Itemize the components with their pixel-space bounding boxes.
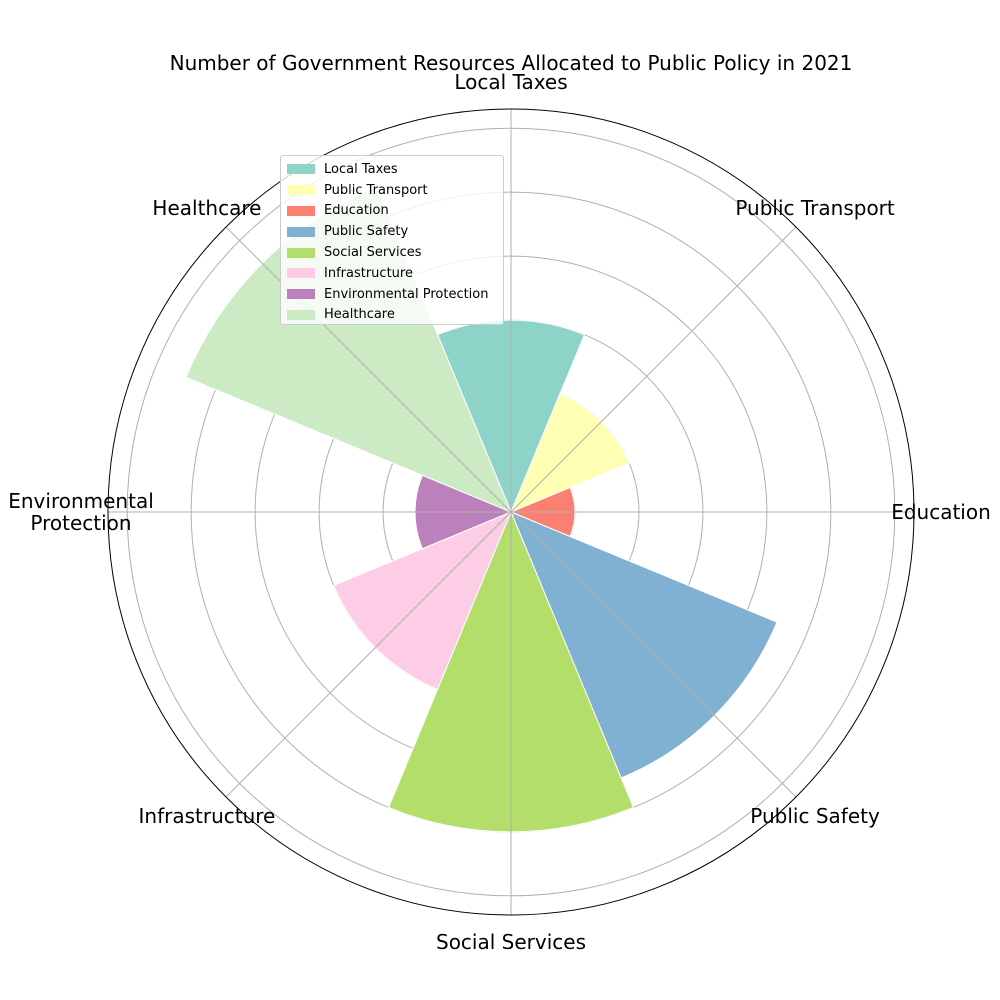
chart-title: Number of Government Resources Allocated… xyxy=(170,51,853,75)
legend-swatch xyxy=(287,205,315,216)
spoke-6 xyxy=(225,511,512,798)
legend-label: Healthcare xyxy=(324,307,395,323)
legend-swatch xyxy=(287,226,315,237)
tick-label-infrastructure: Infrastructure xyxy=(139,804,276,828)
tick-label-public-safety: Public Safety xyxy=(750,804,880,828)
legend-label: Social Services xyxy=(324,245,422,261)
tick-label-local-taxes: Local Taxes xyxy=(454,70,567,94)
legend-swatch xyxy=(287,268,315,279)
outer-frame xyxy=(107,108,915,916)
legend-swatch xyxy=(287,309,315,320)
legend-swatch xyxy=(287,247,315,258)
legend-label: Public Safety xyxy=(324,224,409,240)
legend: Local Taxes Public Transport Education Publ… xyxy=(280,155,504,325)
tick-label-environmental-protection: Environmental Protection xyxy=(8,489,154,535)
legend-item: Public Transport xyxy=(287,180,497,201)
tick-label-social-services: Social Services xyxy=(436,930,586,954)
legend-label: Public Transport xyxy=(324,182,428,198)
legend-item: Infrastructure xyxy=(287,263,497,284)
tick-label-healthcare: Healthcare xyxy=(152,196,261,220)
legend-label: Infrastructure xyxy=(324,265,413,281)
legend-swatch xyxy=(287,164,315,175)
legend-swatch xyxy=(287,185,315,196)
spoke-group xyxy=(108,109,914,915)
spoke-4 xyxy=(510,511,797,798)
legend-label: Education xyxy=(324,203,389,219)
tick-label-public-transport: Public Transport xyxy=(735,196,895,220)
spoke-8 xyxy=(225,226,512,513)
legend-item: Education xyxy=(287,201,497,222)
legend-label: Local Taxes xyxy=(324,161,398,177)
category-labels: Local Taxes Public Transport Education Publ… xyxy=(8,70,991,954)
legend-item: Social Services xyxy=(287,242,497,263)
legend-item: Healthcare xyxy=(287,305,497,326)
legend-swatch xyxy=(287,289,315,300)
legend-item: Public Safety xyxy=(287,221,497,242)
tick-label-education: Education xyxy=(891,500,991,524)
legend-item: Environmental Protection xyxy=(287,284,497,305)
legend-label: Environmental Protection xyxy=(324,286,489,302)
legend-item: Local Taxes xyxy=(287,159,497,180)
spoke-2 xyxy=(510,226,797,513)
